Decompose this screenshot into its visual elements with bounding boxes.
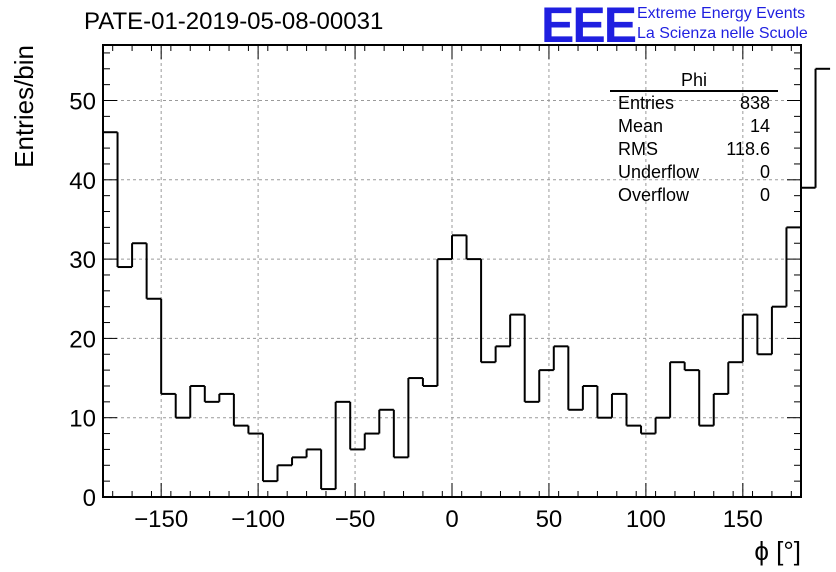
stats-row-entries: Entries 838 [610, 92, 778, 115]
stats-box: Phi Entries 838 Mean 14 RMS 118.6 Underf… [610, 70, 778, 207]
stats-value: 0 [759, 162, 770, 182]
stats-row-mean: Mean 14 [610, 115, 778, 138]
x-tick-label: −100 [231, 506, 285, 533]
x-tick-label: 0 [445, 506, 458, 533]
x-tick-label: −50 [335, 506, 376, 533]
chart-title: PATE-01-2019-05-08-00031 [84, 8, 384, 35]
x-tick-label: 50 [536, 506, 563, 533]
stats-row-rms: RMS 118.6 [610, 138, 778, 161]
y-axis-label: Entries/bin [9, 45, 39, 168]
stats-value: 838 [739, 93, 770, 113]
stats-row-overflow: Overflow 0 [610, 184, 778, 207]
y-tick-label: 10 [69, 406, 96, 433]
stats-label: Overflow [618, 185, 690, 205]
y-tick-label: 50 [69, 89, 96, 116]
stats-label: Underflow [618, 162, 700, 182]
stats-value: 0 [759, 185, 770, 205]
x-tick-label: 150 [723, 506, 763, 533]
stats-row-underflow: Underflow 0 [610, 161, 778, 184]
stats-value: 118.6 [726, 139, 770, 159]
stats-label: Mean [618, 116, 664, 136]
stats-label: Entries [618, 93, 675, 113]
x-axis-label: ϕ [°] [754, 536, 801, 566]
stats-value: 14 [749, 116, 770, 136]
y-tick-label: 0 [83, 485, 96, 512]
stats-title: Phi [610, 70, 778, 92]
eee-logo: EEE [541, 0, 637, 53]
logo-caption: Extreme Energy Events La Scienza nelle S… [637, 4, 808, 44]
logo-line-2: La Scienza nelle Scuole [637, 25, 808, 42]
y-tick-label: 20 [69, 326, 96, 353]
x-tick-label: −150 [134, 506, 188, 533]
stats-label: RMS [618, 139, 658, 159]
y-tick-label: 40 [69, 168, 96, 195]
x-tick-label: 100 [626, 506, 666, 533]
y-tick-label: 30 [69, 247, 96, 274]
logo-line-1: Extreme Energy Events [637, 5, 806, 22]
